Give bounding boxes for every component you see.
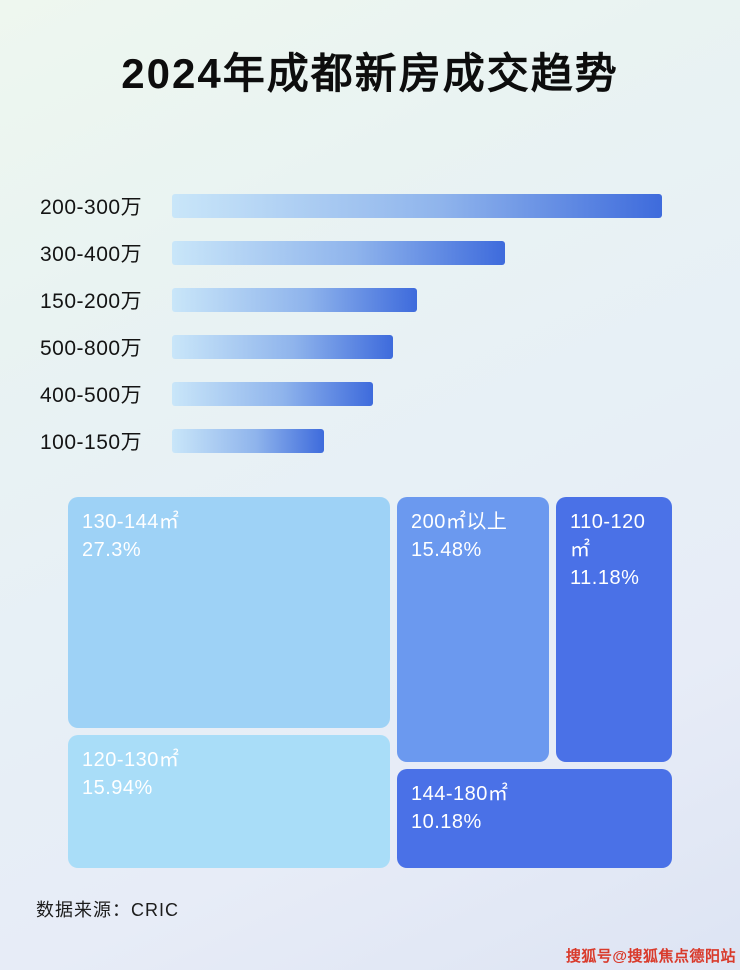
treemap-block-label: 144-180㎡ [411, 783, 509, 805]
bar [172, 381, 373, 406]
bar-row: 200-300万 [40, 182, 700, 229]
treemap-block-label: 200㎡以上 [411, 511, 508, 533]
bar-track [172, 287, 662, 312]
bar-track [172, 334, 662, 359]
treemap-block: 120-130㎡ 15.94% [68, 735, 390, 868]
bar-category-label: 400-500万 [40, 383, 143, 407]
bar-row: 300-400万 [40, 229, 700, 276]
bar-row: 500-800万 [40, 323, 700, 370]
bar [172, 193, 662, 218]
bar-category-label: 500-800万 [40, 336, 143, 360]
treemap-chart: 130-144㎡ 27.3% 120-130㎡ 15.94% 200㎡以上 15.48% 1… [68, 497, 672, 868]
treemap-block-percent: 10.18% [411, 811, 482, 833]
bar-track [172, 193, 662, 218]
page-title: 2024年成都新房成交趋势 [121, 50, 619, 97]
treemap-block: 144-180㎡ 10.18% [397, 769, 672, 868]
bar-track [172, 381, 662, 406]
treemap-block-label: 110-120㎡ [570, 511, 646, 561]
bar-track [172, 428, 662, 453]
treemap-block: 110-120㎡ 11.18% [556, 497, 672, 762]
bar [172, 334, 393, 359]
bar-row: 150-200万 [40, 276, 700, 323]
treemap-block-percent: 27.3% [82, 539, 142, 561]
bar [172, 240, 506, 265]
bar-chart: 200-300万 300-400万 150-200万 500-800万 400-500万… [40, 182, 700, 464]
bar-category-label: 150-200万 [40, 289, 143, 313]
bar-row: 400-500万 [40, 370, 700, 417]
treemap-block-label: 130-144㎡ [82, 511, 180, 533]
bar-row: 100-150万 [40, 417, 700, 464]
treemap-block-label: 120-130㎡ [82, 749, 180, 771]
treemap-block-percent: 15.48% [411, 539, 482, 561]
data-source-note: 数据来源：CRIC [36, 900, 179, 920]
treemap-block: 200㎡以上 15.48% [397, 497, 549, 762]
treemap-block: 130-144㎡ 27.3% [68, 497, 390, 728]
bar [172, 428, 324, 453]
bar-track [172, 240, 662, 265]
bar-category-label: 300-400万 [40, 242, 143, 266]
treemap-block-percent: 15.94% [82, 777, 153, 799]
treemap-block-percent: 11.18% [570, 567, 640, 589]
bar-category-label: 100-150万 [40, 430, 143, 454]
bar-category-label: 200-300万 [40, 195, 143, 219]
watermark: 搜狐号@搜狐焦点德阳站 [565, 948, 736, 965]
bar [172, 287, 417, 312]
